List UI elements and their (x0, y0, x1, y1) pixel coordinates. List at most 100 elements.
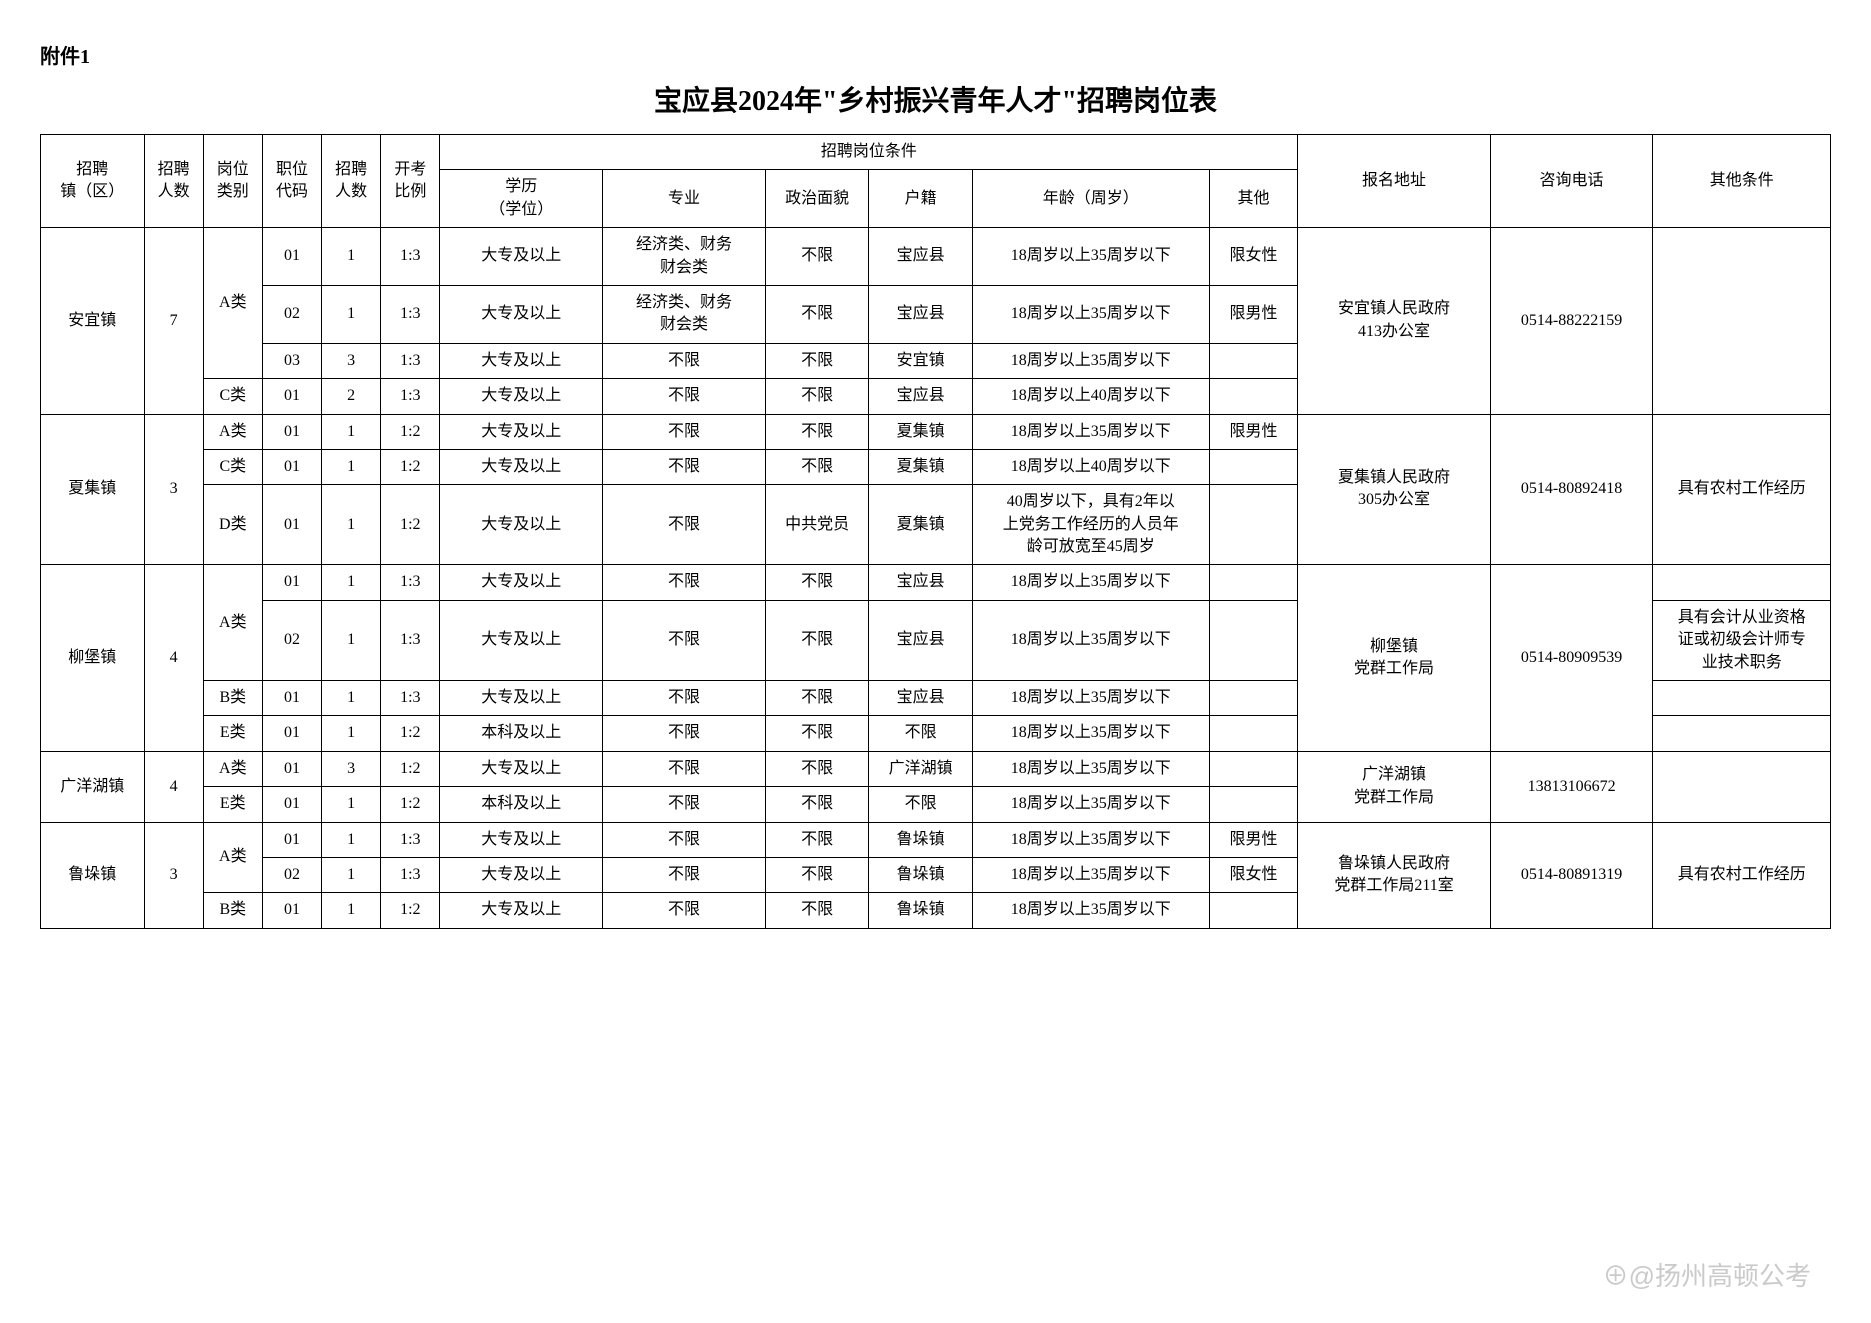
cell-ratio: 1:3 (381, 285, 440, 343)
cell-huji: 宝应县 (869, 379, 973, 414)
cell-political: 不限 (765, 449, 869, 484)
cell-edu: 本科及以上 (440, 787, 603, 822)
cell-code: 01 (262, 379, 321, 414)
cell-major: 不限 (603, 379, 766, 414)
cell-ratio: 1:3 (381, 379, 440, 414)
th-num: 招聘人数 (322, 135, 381, 228)
cell-huji: 鲁垛镇 (869, 893, 973, 928)
cell-ratio: 1:2 (381, 449, 440, 484)
cell-extra: 具有会计从业资格证或初级会计师专业技术职务 (1653, 600, 1831, 680)
cell-huji: 夏集镇 (869, 414, 973, 449)
th-category: 岗位类别 (203, 135, 262, 228)
cell-other: 限男性 (1209, 285, 1298, 343)
cell-other: 限女性 (1209, 228, 1298, 286)
cell-town: 夏集镇 (41, 414, 145, 565)
cell-major: 不限 (603, 600, 766, 680)
cell-edu: 大专及以上 (440, 857, 603, 892)
cell-num: 1 (322, 893, 381, 928)
cell-town: 柳堡镇 (41, 565, 145, 751)
cell-category: C类 (203, 379, 262, 414)
cell-major: 不限 (603, 787, 766, 822)
cell-num: 1 (322, 485, 381, 565)
cell-age: 18周岁以上35周岁以下 (972, 857, 1209, 892)
cell-num: 1 (322, 600, 381, 680)
table-row: 夏集镇3A类0111:2大专及以上不限不限夏集镇18周岁以上35周岁以下限男性夏… (41, 414, 1831, 449)
cell-huji: 广洋湖镇 (869, 751, 973, 786)
cell-code: 01 (262, 751, 321, 786)
cell-code: 02 (262, 285, 321, 343)
page-title: 宝应县2024年"乡村振兴青年人才"招聘岗位表 (40, 79, 1831, 119)
cell-edu: 大专及以上 (440, 600, 603, 680)
cell-category: B类 (203, 893, 262, 928)
cell-code: 01 (262, 228, 321, 286)
cell-political: 不限 (765, 565, 869, 600)
cell-huji: 宝应县 (869, 600, 973, 680)
cell-town: 安宜镇 (41, 228, 145, 414)
cell-code: 01 (262, 787, 321, 822)
cell-tel: 0514-80891319 (1490, 822, 1653, 928)
cell-edu: 大专及以上 (440, 565, 603, 600)
cell-total: 3 (144, 414, 203, 565)
cell-political: 不限 (765, 600, 869, 680)
cell-tel: 0514-80892418 (1490, 414, 1653, 565)
cell-age: 18周岁以上35周岁以下 (972, 285, 1209, 343)
cell-code: 02 (262, 857, 321, 892)
th-total: 招聘人数 (144, 135, 203, 228)
th-address: 报名地址 (1298, 135, 1490, 228)
cell-total: 4 (144, 565, 203, 751)
cell-category: E类 (203, 787, 262, 822)
cell-code: 01 (262, 414, 321, 449)
cell-code: 01 (262, 565, 321, 600)
cell-code: 01 (262, 485, 321, 565)
cell-num: 1 (322, 565, 381, 600)
cell-major: 不限 (603, 565, 766, 600)
cell-ratio: 1:3 (381, 822, 440, 857)
cell-code: 01 (262, 893, 321, 928)
cell-age: 40周岁以下，具有2年以上党务工作经历的人员年龄可放宽至45周岁 (972, 485, 1209, 565)
th-education: 学历（学位） (440, 170, 603, 228)
watermark: ⊕@扬州高顿公考 (1603, 1256, 1811, 1293)
cell-extra (1653, 228, 1831, 414)
cell-edu: 大专及以上 (440, 893, 603, 928)
th-age: 年龄（周岁） (972, 170, 1209, 228)
cell-huji: 安宜镇 (869, 343, 973, 378)
cell-ratio: 1:2 (381, 716, 440, 751)
th-political: 政治面貌 (765, 170, 869, 228)
recruitment-table: 招聘镇（区） 招聘人数 岗位类别 职位代码 招聘人数 开考比例 招聘岗位条件 报… (40, 134, 1831, 929)
cell-edu: 大专及以上 (440, 228, 603, 286)
cell-num: 1 (322, 822, 381, 857)
cell-other (1209, 343, 1298, 378)
th-town: 招聘镇（区） (41, 135, 145, 228)
cell-category: E类 (203, 716, 262, 751)
cell-major: 经济类、财务财会类 (603, 228, 766, 286)
attachment-label: 附件1 (40, 40, 1831, 69)
table-row: 柳堡镇4A类0111:3大专及以上不限不限宝应县18周岁以上35周岁以下柳堡镇党… (41, 565, 1831, 600)
cell-ratio: 1:2 (381, 414, 440, 449)
cell-age: 18周岁以上35周岁以下 (972, 600, 1209, 680)
cell-edu: 本科及以上 (440, 716, 603, 751)
cell-category: A类 (203, 822, 262, 893)
cell-ratio: 1:3 (381, 228, 440, 286)
cell-political: 中共党员 (765, 485, 869, 565)
cell-num: 1 (322, 857, 381, 892)
cell-age: 18周岁以上35周岁以下 (972, 343, 1209, 378)
cell-extra (1653, 716, 1831, 751)
th-conditions-group: 招聘岗位条件 (440, 135, 1298, 170)
cell-huji: 夏集镇 (869, 449, 973, 484)
cell-major: 不限 (603, 857, 766, 892)
cell-age: 18周岁以上35周岁以下 (972, 414, 1209, 449)
cell-num: 1 (322, 681, 381, 716)
cell-ratio: 1:3 (381, 857, 440, 892)
cell-category: A类 (203, 751, 262, 786)
cell-edu: 大专及以上 (440, 414, 603, 449)
cell-other (1209, 751, 1298, 786)
cell-tel: 0514-88222159 (1490, 228, 1653, 414)
cell-other: 限男性 (1209, 822, 1298, 857)
cell-extra (1653, 565, 1831, 600)
cell-other (1209, 449, 1298, 484)
cell-political: 不限 (765, 716, 869, 751)
cell-major: 不限 (603, 822, 766, 857)
cell-major: 不限 (603, 414, 766, 449)
cell-tel: 13813106672 (1490, 751, 1653, 822)
cell-huji: 宝应县 (869, 228, 973, 286)
